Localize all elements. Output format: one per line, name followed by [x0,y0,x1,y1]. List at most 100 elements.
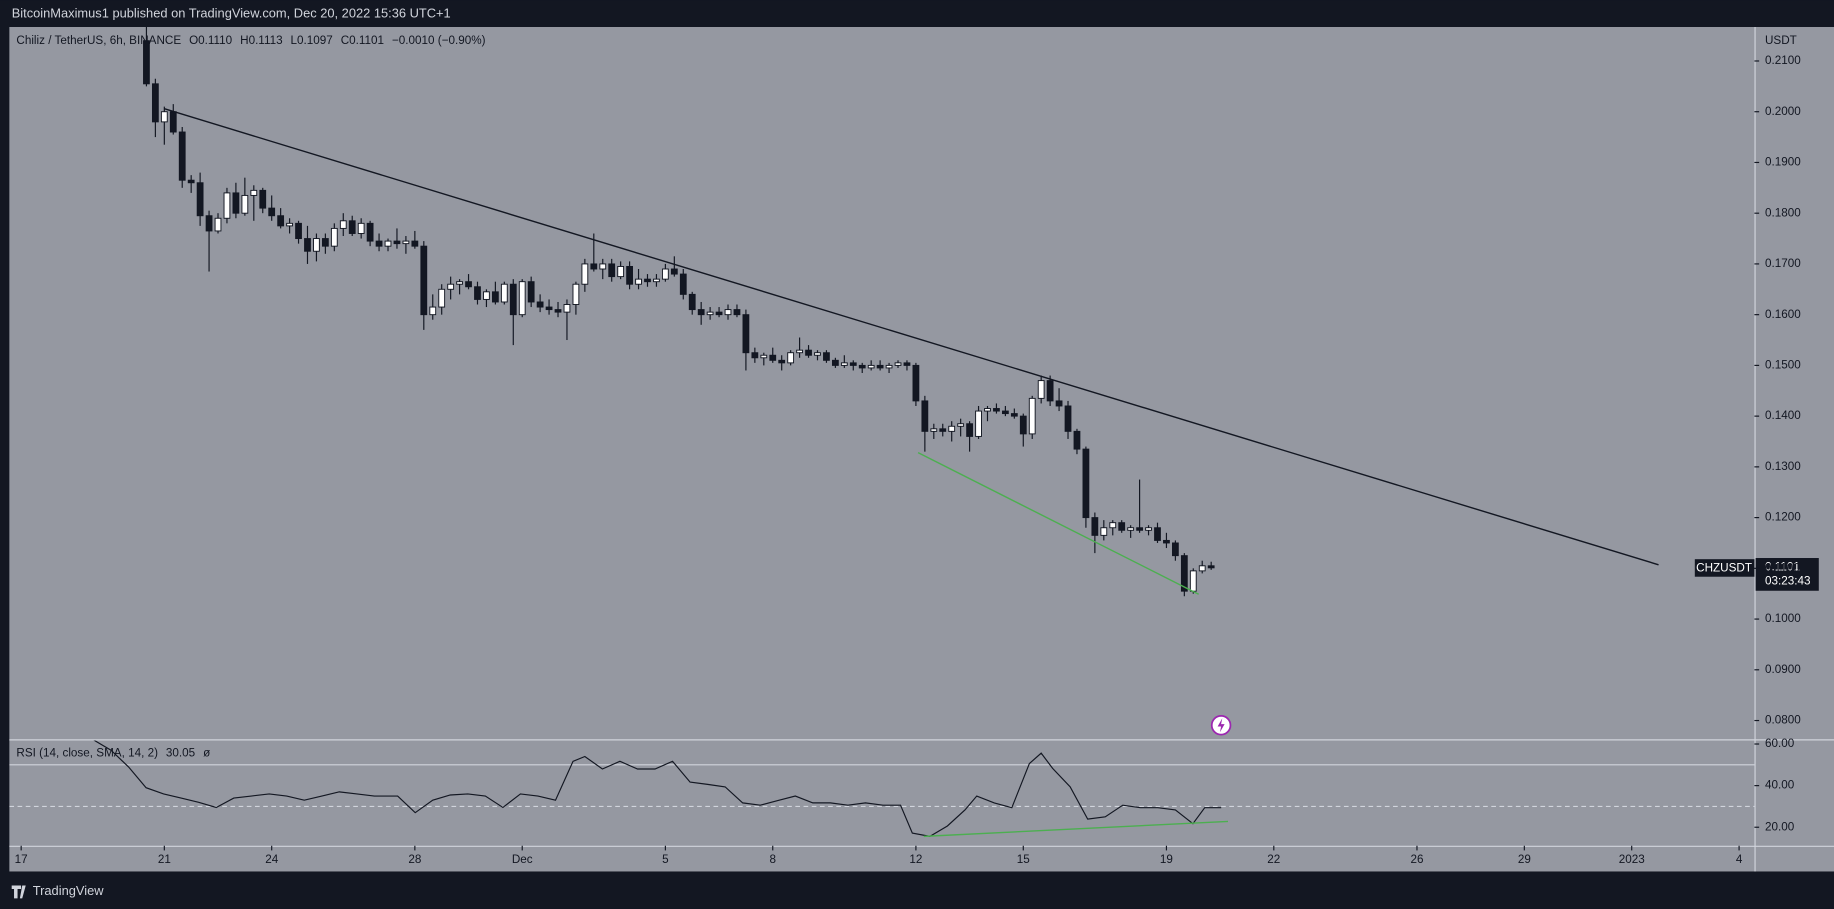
candle-body [599,263,607,270]
ohlc-value: 0.1101 [349,34,384,47]
candle-body [1073,430,1081,450]
candle-body [474,286,481,300]
candle-body [277,215,285,227]
candle-body [214,217,222,232]
candle-body [706,311,714,316]
candle-body [948,425,956,432]
trend-line [917,452,1199,595]
y-tick-label: 0.2000 [1765,105,1801,118]
candle-body [957,423,965,427]
candle-body [1127,527,1135,531]
candle-body [456,281,463,285]
candle-body [465,281,472,288]
x-tick-label: 15 [1017,853,1030,866]
x-tick-label: 19 [1160,853,1173,866]
candle-body [572,283,580,305]
candle-body [1189,570,1197,592]
symbol-tag [1694,559,1755,577]
candle-body [608,263,616,278]
candle-body [1010,413,1018,417]
y-tick-label: 0.1900 [1765,156,1801,169]
candle-body [831,359,839,366]
y-tick-label: 0.1700 [1765,257,1801,270]
candle-body [402,240,410,245]
candle-body [939,428,947,432]
y-tick-label: 0.0800 [1765,714,1801,727]
price-tag-countdown: 03:23:43 [1765,575,1811,588]
candle-body [536,301,544,308]
x-tick-label: 29 [1518,853,1531,866]
x-tick-label: Dec [512,853,533,866]
event-icon [1210,715,1232,736]
candle-body [975,410,982,437]
candle-body [1046,380,1054,402]
price-tag-price: 0.1101 [1765,560,1800,573]
candle-body [966,423,973,437]
y-tick-label: 0.0900 [1765,663,1801,676]
trend-line [923,820,1229,838]
x-tick-label: 2023 [1619,853,1645,866]
candle-body [357,222,365,234]
ohlc-change: −0.0010 (−0.90%) [392,34,486,47]
ohlc-key: H [240,34,248,47]
candle-body [160,111,168,123]
candle-body [366,222,374,242]
candle-body [330,227,338,247]
candle-body [626,265,633,285]
candle-body [894,362,902,366]
candle-body [429,306,437,316]
x-tick-label: 4 [1736,853,1743,866]
candle-body [384,240,392,247]
candle-body [1064,405,1072,432]
candle-body [518,281,526,316]
candle-body [1100,527,1108,536]
candle-body [143,40,150,85]
candle-body [1171,542,1179,557]
y-tick-label: 0.1400 [1765,409,1801,422]
rsi-pane [9,740,1755,838]
candle-body [447,283,455,290]
x-tick-label: 8 [769,853,776,866]
candle-body [563,304,571,313]
candle-body [858,364,866,369]
chart-area [9,26,1834,872]
x-tick-label: 21 [158,853,171,866]
candle-body [993,408,1000,412]
candle-body [196,182,204,217]
rsi-legend: RSI (14, close, SMA, 14, 2) 30.05 ø [16,746,210,759]
brand-text: TradingView [33,883,104,898]
ohlc-value: 0.1097 [297,34,333,47]
candle-body [724,309,732,316]
x-tick-label: 26 [1410,853,1423,866]
x-tick-label: 24 [265,853,279,866]
price-pane [143,26,1659,597]
y-tick-label: 0.1100 [1765,561,1800,574]
ohlc-value: 0.1113 [249,34,283,47]
y-tick-label: 0.1000 [1765,612,1801,625]
published-text: BitcoinMaximus1 published on TradingView… [12,6,451,21]
symbol-title: Chiliz / TetherUS, 6h, BINANCE [16,34,181,47]
candle-body [304,238,311,252]
candle-body [778,359,786,364]
candle-body [1145,527,1152,531]
candle-body [348,220,356,234]
candle-body [581,263,589,285]
candle-body [670,268,678,275]
candle-body [420,245,428,316]
candle-body [679,273,687,295]
candle-body [921,400,929,432]
trend-line [164,108,1659,566]
candle-body [885,364,893,369]
candle-body [295,222,302,240]
candle-body [259,189,267,209]
candle-body [1180,555,1188,592]
candle-body [814,352,821,356]
candle-body [411,240,419,247]
candle-body [984,408,991,412]
candle-body [321,238,329,247]
candle-body [733,309,741,316]
ohlc-key: O [189,34,198,47]
candle-body [715,311,723,316]
price-tag [1755,558,1819,591]
